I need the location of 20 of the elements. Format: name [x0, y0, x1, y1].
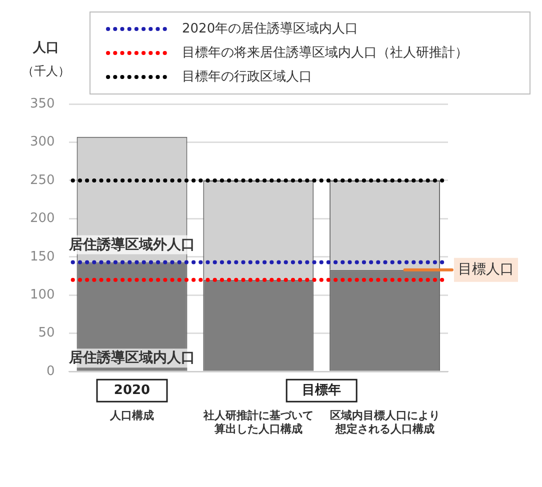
y-tick-label: 350 [30, 96, 55, 112]
y-tick-label: 0 [46, 364, 55, 379]
y-tick-label: 50 [38, 326, 55, 341]
x-tick-label: 社人研推計に基づいて算出した人口構成 [202, 409, 314, 436]
legend-label: 目標年の行政区域人口 [182, 69, 312, 84]
y-tick-label: 100 [30, 288, 55, 303]
text: 2020 [114, 382, 150, 398]
y-tick-label: 300 [30, 134, 55, 150]
text: 目標年 [302, 382, 342, 398]
legend-label: 目標年の将来居住誘導区域内人口（社人研推計） [182, 45, 468, 60]
y-tick-label: 250 [30, 172, 55, 188]
y-tick-label: 150 [30, 249, 55, 264]
x-tick-label: 人口構成 [109, 409, 154, 422]
x-tick-label: 区域内目標人口により想定される人口構成 [330, 409, 440, 436]
legend-label: 2020年の居住誘導区域内人口 [182, 21, 358, 36]
y-axis-title: 人口（千人） [22, 40, 70, 78]
series-label: 居住誘導区域外人口 [68, 236, 196, 253]
series-label: 居住誘導区域内人口 [68, 349, 196, 366]
y-tick-label: 200 [30, 211, 55, 226]
ref-line-label: 目標人口 [458, 262, 514, 278]
